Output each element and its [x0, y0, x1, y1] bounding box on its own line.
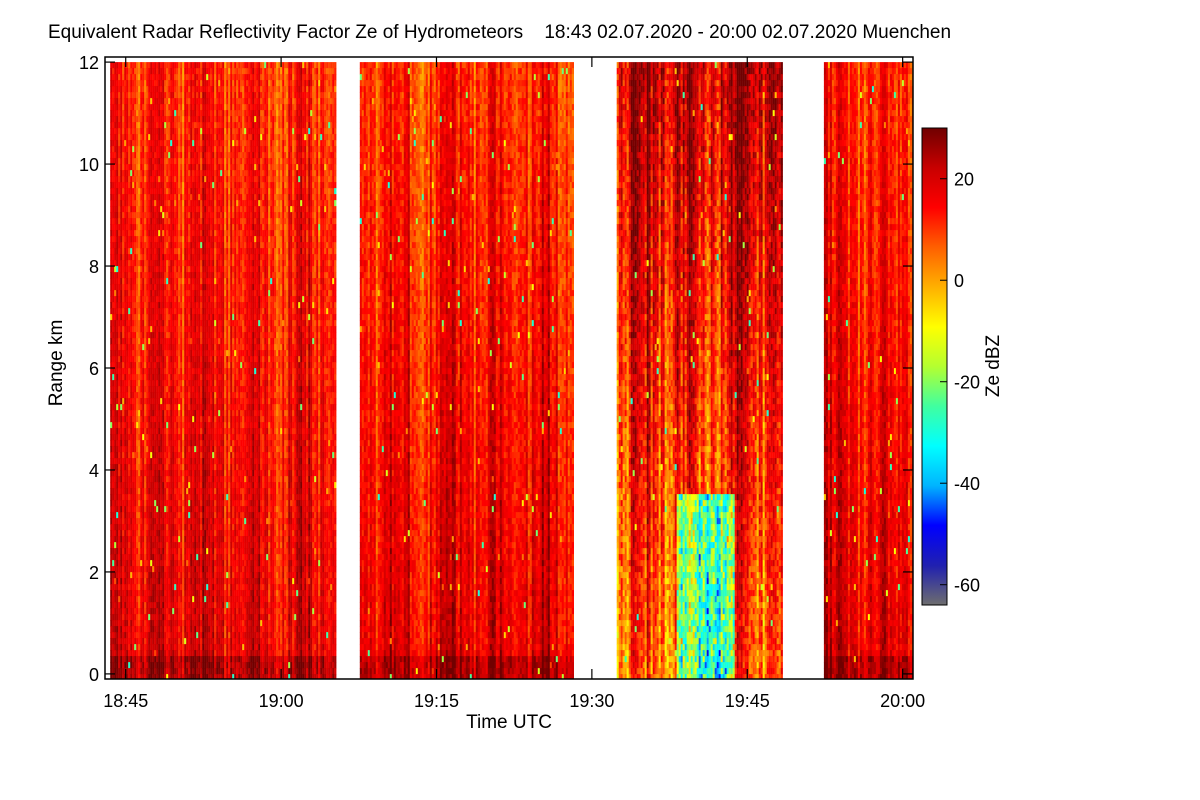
colorbar-tick-label: 0 [954, 271, 964, 291]
colorbar-tick-label: -20 [954, 373, 980, 393]
data-segment [360, 62, 574, 680]
y-tick-label: 4 [89, 461, 99, 481]
y-tick-label: 6 [89, 359, 99, 379]
colorbar [922, 128, 947, 605]
data-segment [617, 62, 783, 680]
data-segment [110, 62, 336, 680]
y-tick-label: 8 [89, 257, 99, 277]
colorbar-tick-label: -40 [954, 474, 980, 494]
data-segment [824, 62, 914, 680]
colorbar-tick-label: -60 [954, 576, 980, 596]
y-tick-label: 10 [79, 155, 99, 175]
y-tick-label: 2 [89, 563, 99, 583]
x-tick-label: 20:00 [880, 691, 925, 711]
x-tick-label: 18:45 [103, 691, 148, 711]
y-axis-label: Range km [46, 320, 67, 407]
colorbar-label: Ze dBZ [983, 334, 1004, 397]
y-tick-label: 0 [89, 665, 99, 685]
radar-chart: 18:45 19:00 19:15 19:30 19:45 20:00 0 2 4 6 8 10 12… [0, 0, 1200, 800]
colorbar-tick-label: 20 [954, 170, 974, 190]
x-tick-label: 19:00 [259, 691, 304, 711]
x-tick-label: 19:15 [414, 691, 459, 711]
y-tick-label: 12 [79, 53, 99, 73]
x-tick-label: 19:45 [725, 691, 770, 711]
x-axis-label: Time UTC [466, 712, 552, 733]
heatmap-area [110, 62, 914, 680]
x-tick-label: 19:30 [569, 691, 614, 711]
